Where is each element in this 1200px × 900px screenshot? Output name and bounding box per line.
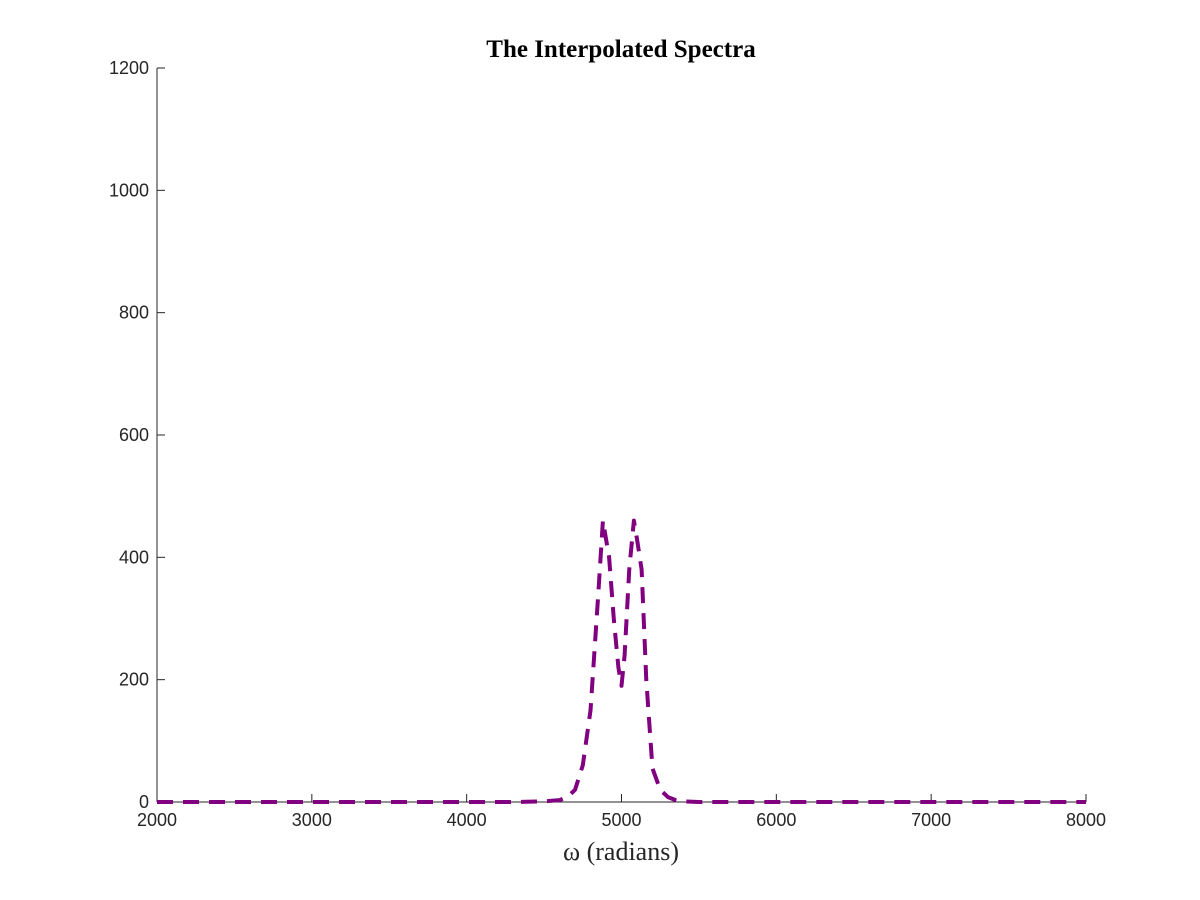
y-tick-label-800: 800 (119, 303, 149, 323)
x-tick-label-4000: 4000 (447, 810, 487, 830)
x-tick-label-2000: 2000 (137, 810, 177, 830)
chart-title: The Interpolated Spectra (486, 36, 756, 63)
x-tick-label-3000: 3000 (292, 810, 332, 830)
y-tick-label-1200: 1200 (109, 58, 149, 78)
x-tick-label-8000: 8000 (1066, 810, 1106, 830)
y-tick-label-200: 200 (119, 670, 149, 690)
x-axis-label: ω (radians) (563, 837, 679, 866)
x-axis-tick-labels: 2000 3000 4000 5000 6000 7000 8000 (137, 810, 1106, 830)
y-tick-label-400: 400 (119, 547, 149, 567)
series-line-0 (157, 518, 1086, 804)
y-axis-tick-labels: 0 200 400 600 800 1000 1200 (109, 58, 149, 812)
x-tick-label-7000: 7000 (911, 810, 951, 830)
y-tick-label-1000: 1000 (109, 180, 149, 200)
x-tick-label-6000: 6000 (756, 810, 796, 830)
y-axis-ticks (157, 67, 165, 803)
y-tick-label-600: 600 (119, 425, 149, 445)
y-tick-label-0: 0 (139, 792, 149, 812)
series-group (157, 518, 1086, 804)
x-tick-label-5000: 5000 (601, 810, 641, 830)
